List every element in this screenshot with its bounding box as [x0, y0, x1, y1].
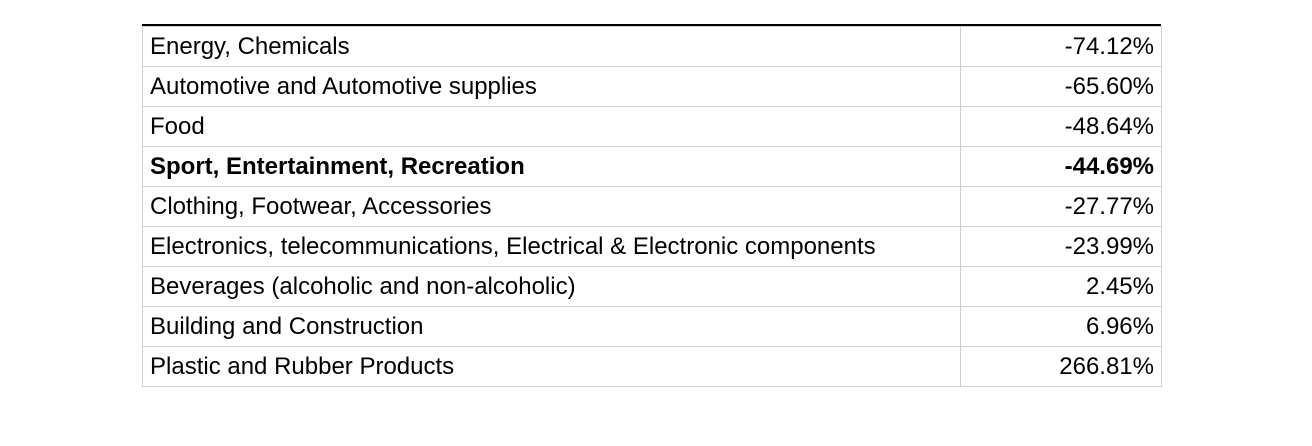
sector-cell[interactable]: Clothing, Footwear, Accessories — [142, 186, 961, 227]
change-cell[interactable]: -23.99% — [960, 226, 1162, 267]
sector-cell[interactable]: Automotive and Automotive supplies — [142, 66, 961, 107]
table-row: Food -48.64% — [142, 106, 1162, 147]
change-cell[interactable]: -44.69% — [960, 146, 1162, 187]
table-row: Beverages (alcoholic and non-alcoholic) … — [142, 266, 1162, 307]
sector-cell[interactable]: Energy, Chemicals — [142, 26, 961, 67]
change-cell[interactable]: 2.45% — [960, 266, 1162, 307]
table-row: Building and Construction 6.96% — [142, 306, 1162, 347]
change-cell[interactable]: 266.81% — [960, 346, 1162, 387]
sector-cell[interactable]: Plastic and Rubber Products — [142, 346, 961, 387]
table-row: Plastic and Rubber Products 266.81% — [142, 346, 1162, 387]
sector-change-table: Energy, Chemicals -74.12% Automotive and… — [142, 26, 1162, 387]
change-cell[interactable]: 6.96% — [960, 306, 1162, 347]
sector-cell[interactable]: Beverages (alcoholic and non-alcoholic) — [142, 266, 961, 307]
table-row: Energy, Chemicals -74.12% — [142, 26, 1162, 67]
spreadsheet-table-container: Energy, Chemicals -74.12% Automotive and… — [142, 24, 1162, 387]
table-row-highlighted: Sport, Entertainment, Recreation -44.69% — [142, 146, 1162, 187]
sector-cell[interactable]: Sport, Entertainment, Recreation — [142, 146, 961, 187]
sector-cell[interactable]: Building and Construction — [142, 306, 961, 347]
sector-cell[interactable]: Electronics, telecommunications, Electri… — [142, 226, 961, 267]
change-cell[interactable]: -74.12% — [960, 26, 1162, 67]
table-row: Electronics, telecommunications, Electri… — [142, 226, 1162, 267]
table-row: Automotive and Automotive supplies -65.6… — [142, 66, 1162, 107]
table-row: Clothing, Footwear, Accessories -27.77% — [142, 186, 1162, 227]
change-cell[interactable]: -27.77% — [960, 186, 1162, 227]
change-cell[interactable]: -65.60% — [960, 66, 1162, 107]
change-cell[interactable]: -48.64% — [960, 106, 1162, 147]
sector-cell[interactable]: Food — [142, 106, 961, 147]
